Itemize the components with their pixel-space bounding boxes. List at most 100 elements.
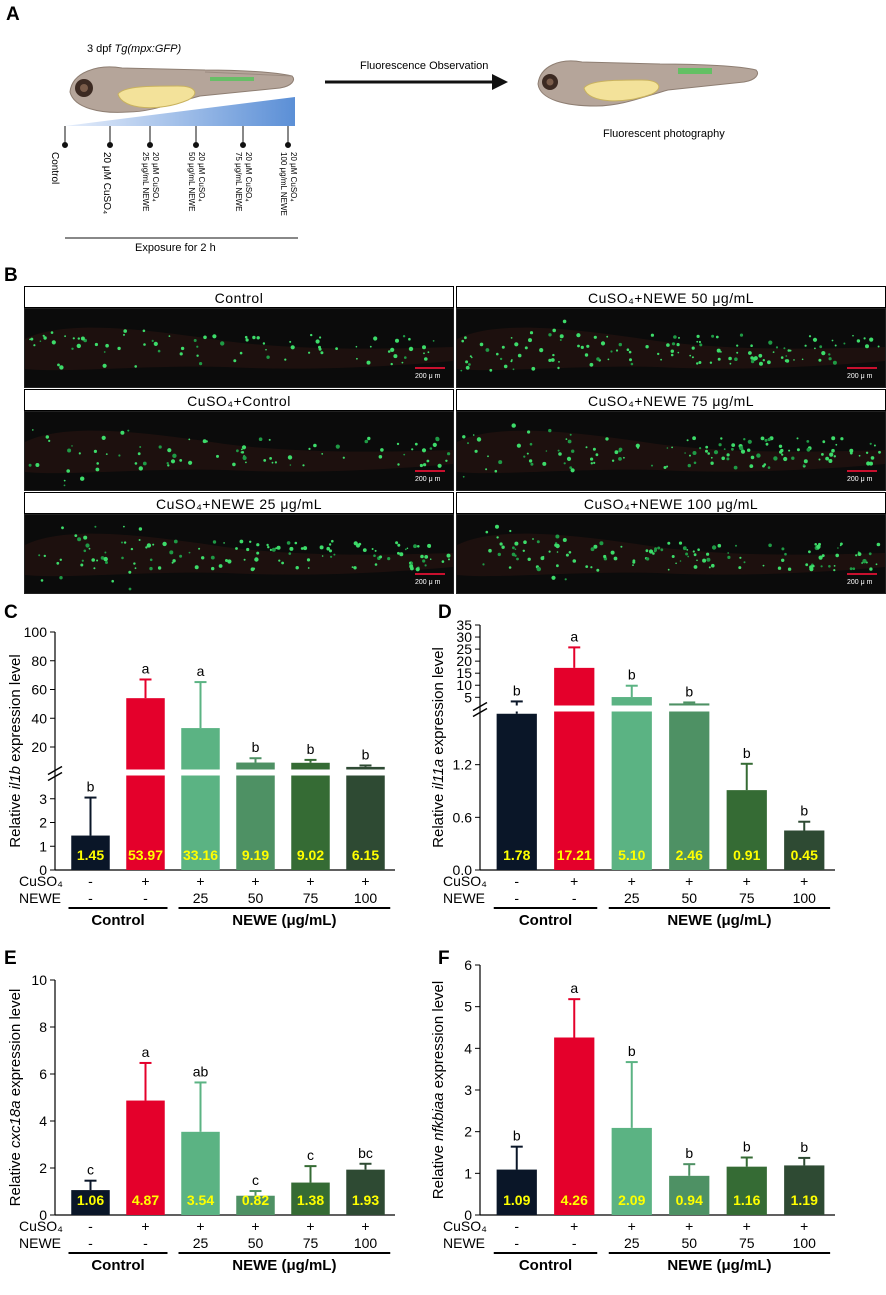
gfp-cell <box>397 543 401 547</box>
gfp-cell <box>657 546 661 550</box>
significance-letter: b <box>513 1128 521 1144</box>
gfp-cell <box>735 544 737 547</box>
gfp-cell <box>225 559 228 562</box>
gfp-cell <box>59 365 64 370</box>
gfp-cell <box>652 552 655 555</box>
gfp-cell <box>242 455 247 461</box>
bar-value-label: 1.09 <box>503 1192 530 1208</box>
gfp-cell <box>739 556 742 559</box>
gfp-cell <box>562 319 567 324</box>
gfp-cell <box>705 449 708 453</box>
fluorescence-image: 200 μ m <box>24 411 454 491</box>
gfp-cell <box>675 562 677 565</box>
gfp-cell <box>465 360 469 364</box>
gfp-cell <box>678 336 680 339</box>
gfp-cell <box>362 548 367 552</box>
gfp-cell <box>645 557 650 561</box>
gfp-cell <box>45 435 49 439</box>
gfp-cell <box>167 448 172 453</box>
gfp-cell <box>526 452 529 455</box>
gfp-cell <box>351 566 354 568</box>
gfp-cell <box>179 459 183 462</box>
gfp-cell <box>739 333 744 337</box>
control-group-label: Control <box>91 1257 144 1274</box>
gfp-cell <box>548 550 551 553</box>
gfp-cell <box>469 355 472 358</box>
cuso4-row-label: CuSO₄ <box>19 1218 63 1234</box>
y-tick-label: 0.0 <box>453 862 473 878</box>
gfp-cell <box>566 456 572 461</box>
gfp-cell <box>557 366 560 370</box>
gfp-cell <box>710 461 714 465</box>
gfp-cell <box>837 547 839 549</box>
gfp-cell <box>432 340 435 342</box>
gfp-cell <box>331 539 334 543</box>
significance-letter: c <box>307 1147 314 1163</box>
gfp-cell <box>424 564 427 567</box>
gfp-cell <box>711 334 715 338</box>
fluorescence-dots <box>457 319 885 372</box>
gfp-cell <box>258 437 263 441</box>
y-tick-label: 20 <box>31 739 47 755</box>
gfp-cell <box>188 551 191 554</box>
bar-value-label: 0.82 <box>242 1192 269 1208</box>
newe-value: - <box>572 1235 577 1251</box>
gfp-cell <box>48 439 51 442</box>
gfp-cell <box>133 562 136 565</box>
gfp-cell <box>814 543 817 546</box>
gfp-cell <box>267 546 270 549</box>
gfp-cell <box>429 558 432 560</box>
gfp-cell <box>294 541 298 545</box>
bar-value-label: 17.21 <box>557 847 592 863</box>
newe-value: 25 <box>624 890 640 906</box>
y-tick-label: 1.2 <box>453 757 473 773</box>
gfp-cell <box>103 556 108 562</box>
gfp-cell <box>94 525 97 528</box>
gfp-cell <box>550 358 555 362</box>
gfp-cell <box>101 435 106 440</box>
cuso4-value: + <box>306 1218 314 1234</box>
gfp-cell <box>93 567 96 570</box>
bar <box>346 1169 385 1215</box>
gfp-cell <box>852 567 856 570</box>
axis-break-mark <box>472 701 488 712</box>
group-pins <box>62 126 291 148</box>
gfp-cell <box>462 475 465 478</box>
gfp-cell <box>244 335 248 339</box>
cuso4-value: + <box>800 1218 808 1234</box>
gfp-cell <box>565 438 568 440</box>
gfp-cell <box>603 554 607 559</box>
gfp-cell <box>149 558 153 562</box>
y-tick-label: 3 <box>464 1082 472 1098</box>
gfp-cell <box>569 433 572 436</box>
gfp-cell <box>374 563 378 566</box>
gfp-cell <box>818 555 823 560</box>
y-tick-label: 20 <box>456 653 472 669</box>
gfp-cell <box>102 363 107 368</box>
gfp-cell <box>227 559 232 564</box>
gfp-cell <box>419 463 423 468</box>
gfp-cell <box>423 352 425 355</box>
gfp-cell <box>772 351 775 353</box>
gfp-cell <box>849 448 854 453</box>
gfp-cell <box>762 464 765 468</box>
cuso4-value: - <box>514 873 519 889</box>
gfp-cell <box>514 548 517 550</box>
significance-letter: b <box>685 1145 693 1161</box>
cuso4-value: + <box>685 1218 693 1234</box>
gfp-cell <box>96 462 99 465</box>
gfp-cell <box>806 440 810 443</box>
newe-value: - <box>514 890 519 906</box>
gfp-cell <box>828 459 833 463</box>
gfp-cell <box>166 462 169 465</box>
cuso4-value: + <box>570 1218 578 1234</box>
gfp-cell <box>199 362 203 366</box>
gfp-cell <box>750 359 755 364</box>
gfp-cell <box>329 549 332 553</box>
gfp-cell <box>495 524 499 529</box>
gfp-cell <box>289 340 292 343</box>
gfp-cell <box>78 452 81 455</box>
gfp-cell <box>666 465 669 468</box>
scale-bar-label: 200 μ m <box>847 373 873 380</box>
gfp-cell <box>245 461 247 464</box>
